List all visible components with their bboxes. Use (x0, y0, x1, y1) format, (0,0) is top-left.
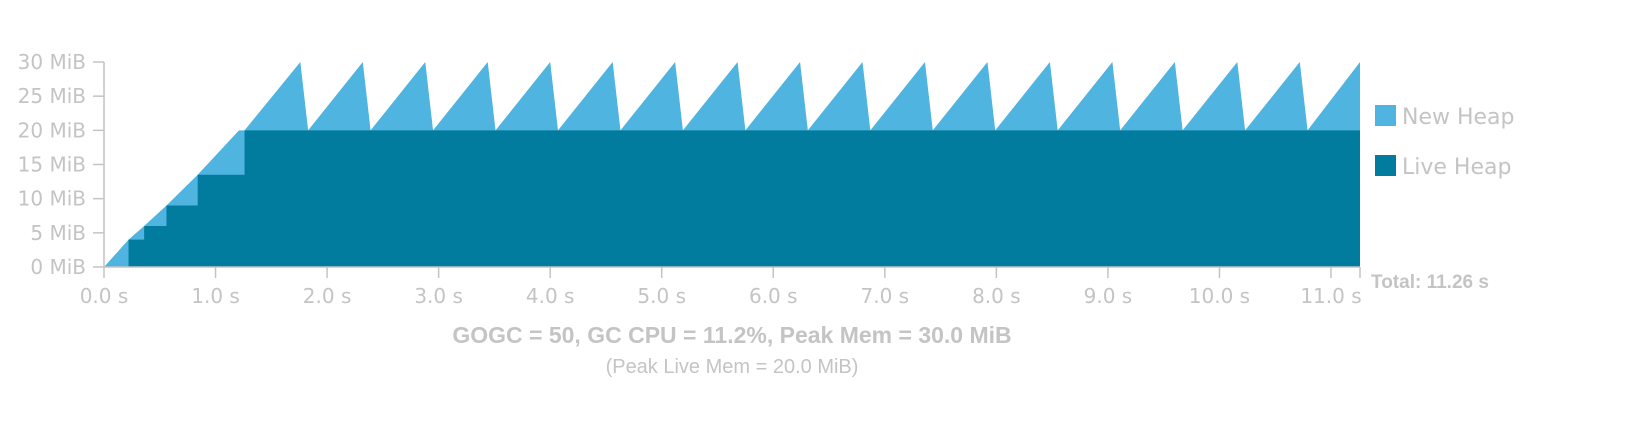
legend-swatch-new-heap (1375, 105, 1396, 126)
x-tick-label: 7.0 s (861, 284, 910, 308)
x-tick-label: 1.0 s (191, 284, 240, 308)
x-tick-label: 6.0 s (749, 284, 798, 308)
y-tick-label: 15 MiB (18, 153, 86, 177)
y-tick-label: 20 MiB (18, 118, 86, 142)
y-tick-label: 10 MiB (18, 187, 86, 211)
x-tick-label: 0.0 s (80, 284, 129, 308)
y-axis-ticks: 0 MiB 5 MiB 10 MiB 15 MiB 20 MiB 25 MiB 30 MiB (18, 50, 104, 279)
chart-legend: New Heap Live Heap (1375, 105, 1515, 180)
y-tick-label: 0 MiB (30, 255, 86, 279)
y-tick-label: 5 MiB (30, 221, 86, 245)
x-tick-label: 2.0 s (303, 284, 352, 308)
chart-areas (104, 62, 1360, 267)
x-tick-label: 10.0 s (1189, 284, 1250, 308)
series-area-live-heap (128, 130, 1360, 267)
x-tick-label: 4.0 s (526, 284, 575, 308)
legend-label-live-heap: Live Heap (1402, 155, 1511, 180)
x-tick-label: 8.0 s (972, 284, 1021, 308)
y-tick-label: 30 MiB (18, 50, 86, 74)
legend-swatch-live-heap (1375, 155, 1396, 176)
legend-label-new-heap: New Heap (1402, 105, 1515, 130)
total-duration-label: Total: 11.26 s (1371, 272, 1489, 293)
x-axis-ticks: 0.0 s 1.0 s 2.0 s 3.0 s 4.0 s 5.0 s 6.0 s 7.0 s… (80, 267, 1362, 308)
x-tick-label: 3.0 s (414, 284, 463, 308)
x-tick-label: 9.0 s (1084, 284, 1133, 308)
chart-subtitle: (Peak Live Mem = 20.0 MiB) (606, 356, 859, 378)
y-tick-label: 25 MiB (18, 84, 86, 108)
x-tick-label: 11.0 s (1300, 284, 1361, 308)
x-tick-label: 5.0 s (637, 284, 686, 308)
chart-title: GOGC = 50, GC CPU = 11.2%, Peak Mem = 30… (452, 322, 1011, 348)
